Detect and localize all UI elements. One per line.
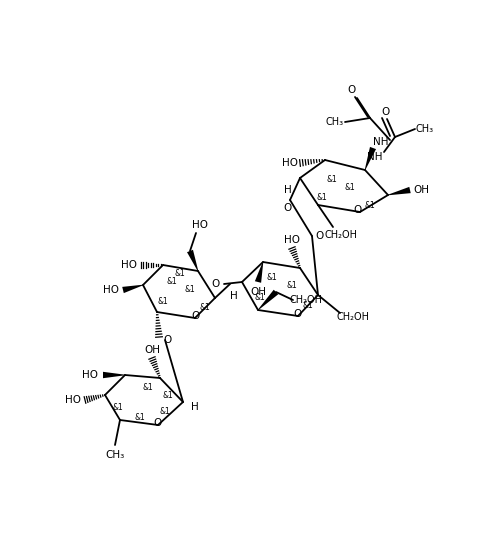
Text: H: H: [284, 185, 292, 195]
Text: O: O: [283, 203, 291, 213]
Text: H: H: [230, 291, 238, 301]
Text: &1: &1: [113, 404, 123, 412]
Text: NH: NH: [367, 152, 383, 162]
Text: HO: HO: [284, 235, 300, 245]
Text: CH₂OH: CH₂OH: [336, 312, 369, 322]
Text: &1: &1: [184, 285, 196, 294]
Text: CH₂OH: CH₂OH: [324, 230, 358, 240]
Text: &1: &1: [143, 384, 153, 393]
Text: &1: &1: [135, 413, 145, 423]
Text: HO: HO: [82, 370, 98, 380]
Text: HO: HO: [65, 395, 81, 405]
Text: &1: &1: [158, 298, 168, 306]
Text: &1: &1: [160, 407, 170, 417]
Polygon shape: [255, 262, 263, 283]
Text: HO: HO: [192, 220, 208, 230]
Text: CH₂OH: CH₂OH: [289, 295, 322, 305]
Text: O: O: [381, 107, 389, 117]
Polygon shape: [365, 147, 376, 170]
Text: &1: &1: [302, 300, 313, 310]
Text: O: O: [212, 279, 220, 289]
Text: &1: &1: [327, 176, 337, 184]
Text: HO: HO: [121, 260, 137, 270]
Text: O: O: [316, 231, 324, 241]
Text: OH: OH: [413, 185, 429, 195]
Text: &1: &1: [345, 183, 355, 193]
Text: OH: OH: [144, 345, 160, 355]
Text: HO: HO: [282, 158, 298, 168]
Text: &1: &1: [163, 391, 173, 399]
Text: &1: &1: [267, 274, 277, 282]
Text: CH₃: CH₃: [106, 450, 124, 460]
Text: &1: &1: [287, 281, 297, 289]
Text: &1: &1: [199, 304, 211, 312]
Text: &1: &1: [364, 201, 376, 209]
Text: CH₃: CH₃: [326, 117, 344, 127]
Text: O: O: [294, 309, 302, 319]
Text: OH: OH: [250, 287, 266, 297]
Text: &1: &1: [255, 293, 265, 301]
Polygon shape: [388, 187, 411, 195]
Text: O: O: [191, 311, 199, 321]
Polygon shape: [187, 250, 198, 271]
Text: CH₃: CH₃: [416, 124, 434, 134]
Text: HO: HO: [103, 285, 119, 295]
Text: &1: &1: [317, 194, 327, 202]
Text: &1: &1: [175, 269, 185, 279]
Text: O: O: [354, 205, 362, 215]
Polygon shape: [122, 285, 143, 293]
Text: H: H: [191, 402, 199, 412]
Text: NH: NH: [373, 137, 389, 147]
Text: O: O: [347, 85, 355, 95]
Text: O: O: [163, 335, 171, 345]
Text: O: O: [154, 418, 162, 428]
Text: &1: &1: [166, 277, 177, 287]
Polygon shape: [258, 290, 278, 310]
Polygon shape: [103, 372, 125, 378]
